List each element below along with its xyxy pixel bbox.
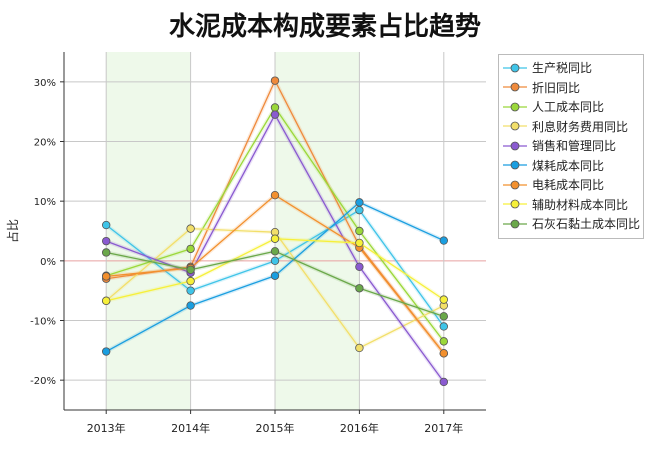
data-point <box>270 256 280 266</box>
data-point <box>101 272 111 281</box>
legend-swatch-marker <box>510 219 520 229</box>
data-point <box>355 262 364 271</box>
legend-item[interactable]: 石灰石黏土成本同比 <box>499 214 643 234</box>
data-point <box>270 234 280 243</box>
legend-swatch <box>503 141 527 151</box>
legend-label: 石灰石黏土成本同比 <box>532 217 641 232</box>
data-point <box>101 347 111 356</box>
data-point <box>186 301 195 310</box>
data-point <box>270 110 280 119</box>
legend-label: 电耗成本同比 <box>532 178 605 193</box>
y-axis-label: 占比 <box>5 219 20 243</box>
data-point <box>439 377 448 387</box>
y-tick-label: 10% <box>34 197 56 208</box>
shaded-band <box>106 52 191 410</box>
legend-label: 利息财务费用同比 <box>532 119 629 134</box>
legend-swatch-marker <box>510 63 520 73</box>
legend-swatch-marker <box>510 121 520 131</box>
y-tick-label: 30% <box>34 78 56 89</box>
legend-swatch <box>503 63 527 73</box>
data-point <box>270 76 280 85</box>
legend-item[interactable]: 折旧同比 <box>499 78 643 98</box>
data-point <box>439 337 448 346</box>
x-tick-label: 2013年 <box>87 421 126 435</box>
legend-swatch <box>503 102 527 112</box>
shaded-band <box>275 52 360 410</box>
legend-swatch <box>503 180 527 190</box>
legend-item[interactable]: 电耗成本同比 <box>499 175 643 195</box>
legend-item[interactable]: 煤耗成本同比 <box>499 156 643 176</box>
legend-swatch-marker <box>510 82 520 92</box>
data-point <box>186 244 195 254</box>
data-point <box>355 343 364 353</box>
data-point <box>270 190 280 200</box>
y-tick-label: -10% <box>30 317 56 328</box>
x-tick-label: 2014年 <box>171 421 210 435</box>
data-point <box>186 286 195 295</box>
legend-swatch <box>503 199 527 209</box>
legend-swatch <box>503 121 527 131</box>
legend-label: 辅助材料成本同比 <box>532 197 629 212</box>
legend-swatch <box>503 160 527 170</box>
x-tick-label: 2017年 <box>424 421 463 435</box>
legend-label: 生产税同比 <box>532 61 593 76</box>
data-point <box>355 284 364 293</box>
data-point <box>355 205 364 215</box>
legend-item[interactable]: 人工成本同比 <box>499 97 643 117</box>
data-point <box>101 296 111 306</box>
data-point <box>186 224 195 233</box>
data-point <box>439 322 448 331</box>
data-point <box>355 226 364 236</box>
legend-label: 折旧同比 <box>532 80 581 95</box>
y-tick-label: -20% <box>30 376 56 387</box>
data-point <box>101 236 111 246</box>
data-point <box>439 349 448 358</box>
data-point <box>270 271 280 280</box>
data-point <box>439 312 448 321</box>
legend-item[interactable]: 辅助材料成本同比 <box>499 195 643 215</box>
legend-swatch <box>503 219 527 229</box>
legend-swatch-marker <box>510 141 520 151</box>
y-tick-label: 20% <box>34 138 56 149</box>
legend-item[interactable]: 生产税同比 <box>499 58 643 78</box>
legend-label: 人工成本同比 <box>532 100 605 115</box>
legend-label: 销售和管理同比 <box>532 139 617 154</box>
legend-item[interactable]: 销售和管理同比 <box>499 136 643 156</box>
data-point <box>101 220 111 230</box>
legend-swatch-marker <box>510 180 520 190</box>
data-point <box>439 295 448 304</box>
y-tick-label: 0% <box>40 257 56 268</box>
legend-swatch <box>503 82 527 92</box>
data-point <box>270 247 280 256</box>
x-tick-label: 2016年 <box>340 421 379 435</box>
legend-item[interactable]: 利息财务费用同比 <box>499 117 643 137</box>
data-point <box>439 236 448 245</box>
data-point <box>355 198 364 207</box>
x-tick-label: 2015年 <box>256 421 295 435</box>
chart-title: 水泥成本构成要素占比趋势 <box>168 12 481 42</box>
legend-swatch-marker <box>510 199 520 209</box>
data-point <box>186 276 195 286</box>
data-point <box>101 248 111 257</box>
chart-legend: 生产税同比折旧同比人工成本同比利息财务费用同比 销售和管理同比 煤耗成本同比 电耗成本… <box>498 54 644 239</box>
data-point <box>355 238 364 248</box>
legend-swatch-marker <box>510 102 520 112</box>
data-point <box>186 265 195 274</box>
legend-swatch-marker <box>510 160 520 170</box>
legend-label: 煤耗成本同比 <box>532 158 605 173</box>
data-point <box>270 103 280 112</box>
